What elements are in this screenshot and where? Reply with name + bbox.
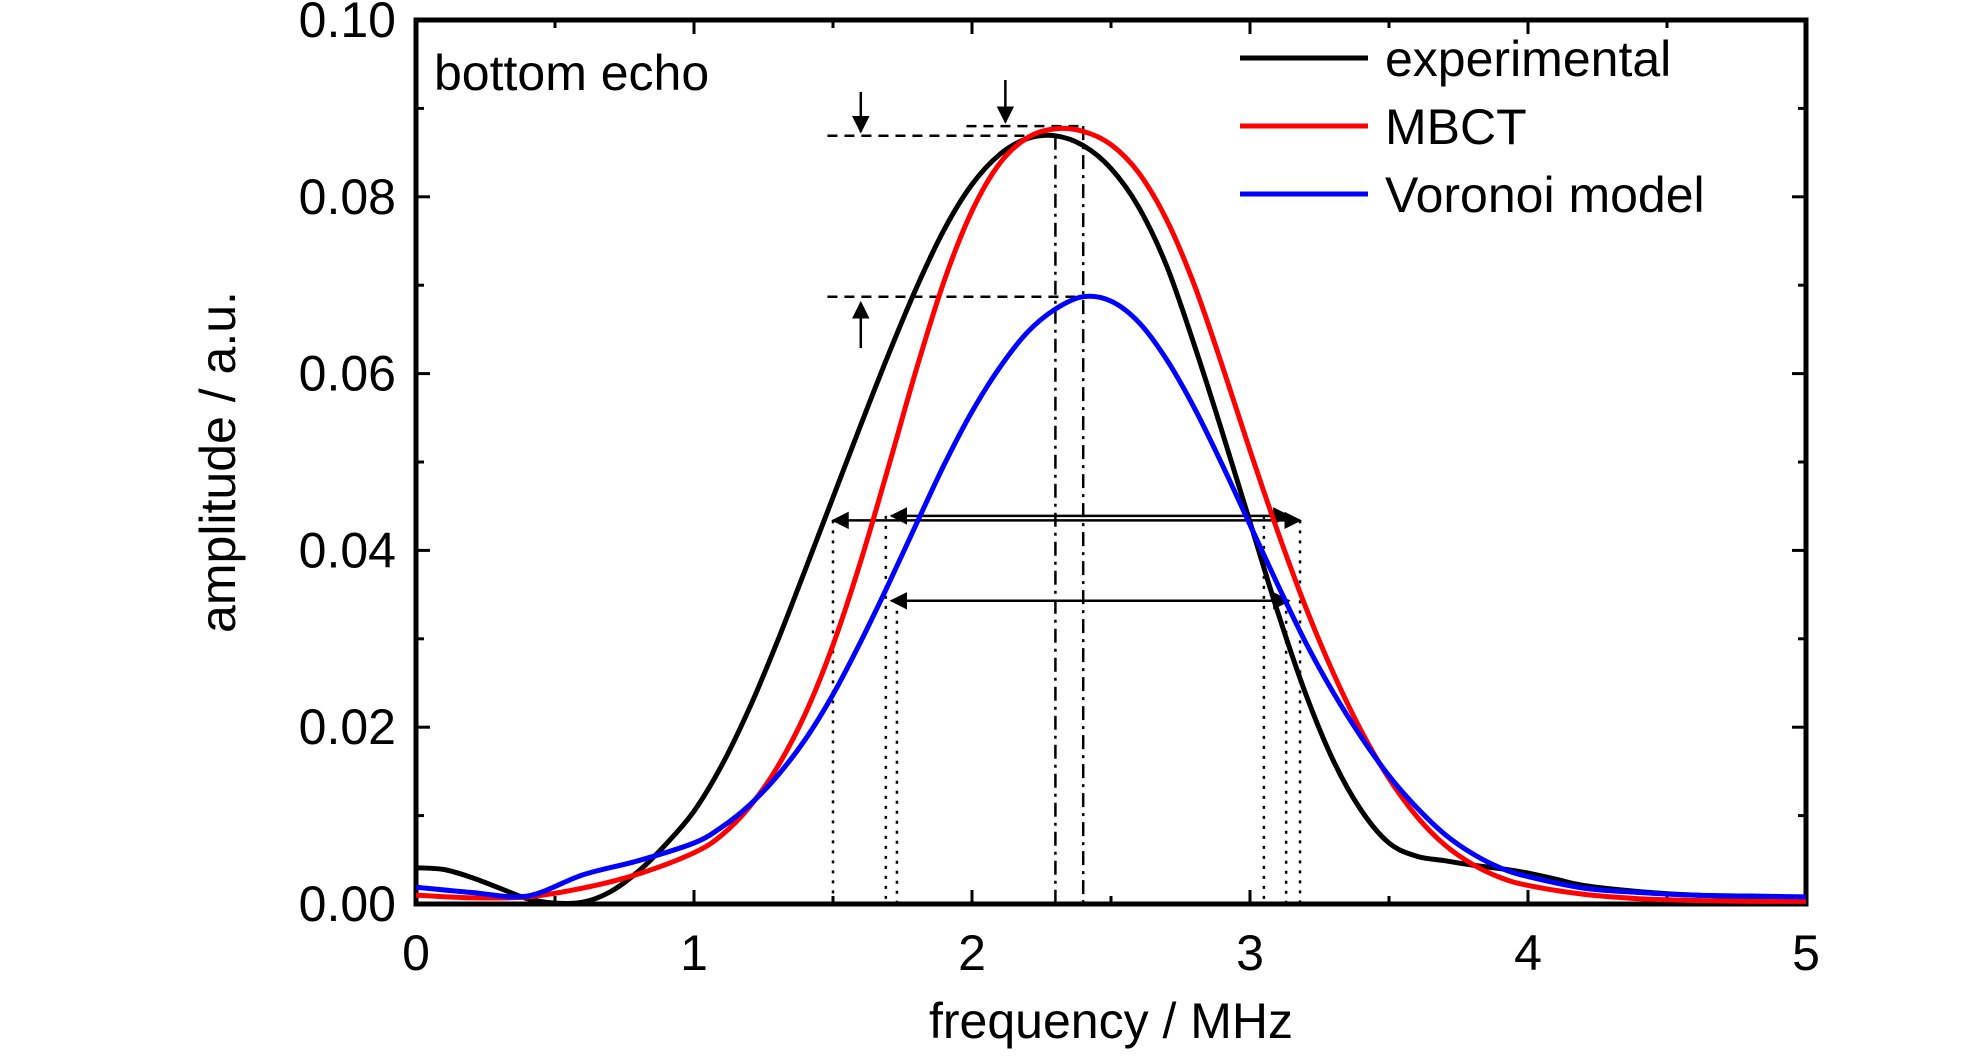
legend-label: Voronoi model bbox=[1385, 167, 1705, 223]
y-axis-ticks: 0.00 0.02 0.04 0.06 0.08 0.10 bbox=[299, 0, 1806, 932]
y-tick-label: 0.06 bbox=[299, 346, 396, 402]
y-tick-label: 0.04 bbox=[299, 522, 396, 578]
measurement-annotations bbox=[827, 80, 1302, 904]
y-tick-label: 0.10 bbox=[299, 0, 396, 48]
x-tick-label: 3 bbox=[1236, 925, 1264, 981]
y-tick-label: 0.08 bbox=[299, 169, 396, 225]
series-line-voronoi-model bbox=[415, 293, 1807, 900]
y-axis-title: amplitude / a.u. bbox=[190, 291, 246, 633]
x-axis-title: frequency / MHz bbox=[929, 993, 1293, 1049]
legend: experimental MBCT Voronoi model bbox=[1240, 31, 1705, 223]
y-tick-label: 0.00 bbox=[299, 876, 396, 932]
x-axis-ticks: 0 1 2 3 4 5 bbox=[402, 20, 1820, 981]
x-tick-label: 1 bbox=[680, 925, 708, 981]
x-tick-label: 0 bbox=[402, 925, 430, 981]
series-lines bbox=[415, 125, 1807, 907]
plot-border bbox=[413, 17, 1809, 907]
x-tick-label: 2 bbox=[958, 925, 986, 981]
plot-frame bbox=[413, 17, 1809, 907]
legend-label: MBCT bbox=[1385, 99, 1527, 155]
x-tick-label: 5 bbox=[1792, 925, 1820, 981]
chart-annotation-label: bottom echo bbox=[434, 45, 709, 101]
legend-label: experimental bbox=[1385, 31, 1671, 87]
x-tick-label: 4 bbox=[1514, 925, 1542, 981]
y-tick-label: 0.02 bbox=[299, 699, 396, 755]
